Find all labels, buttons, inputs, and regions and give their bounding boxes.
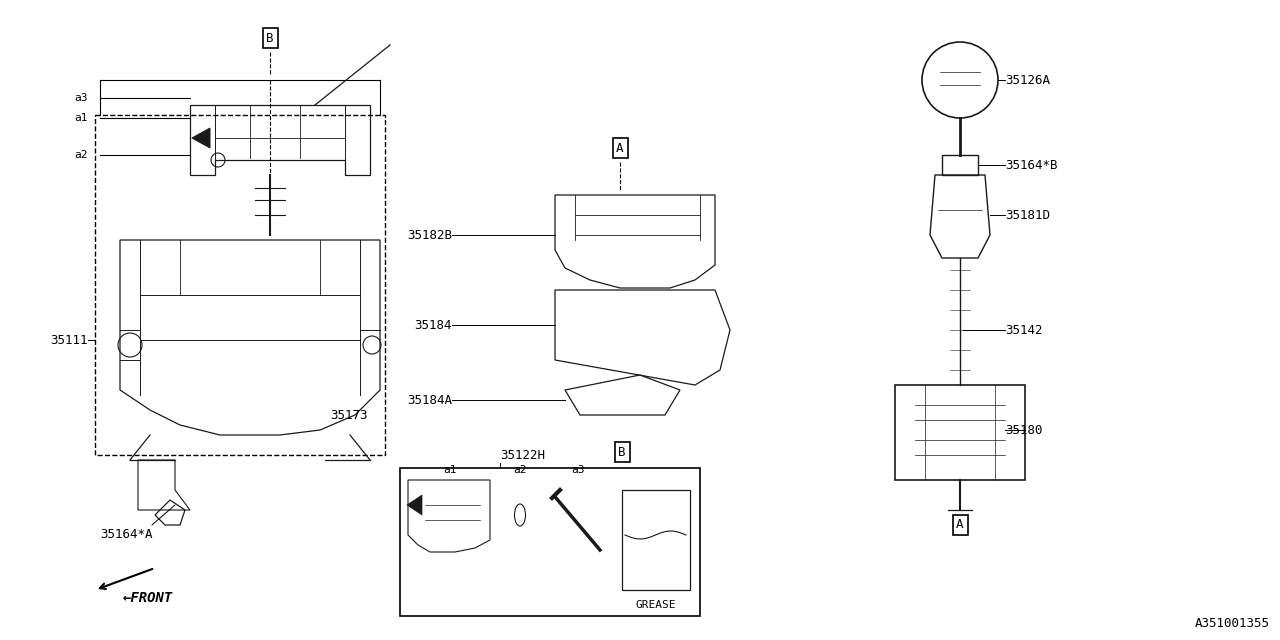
Text: B: B (618, 445, 626, 458)
Bar (401, 468, 700, 616)
Text: 35184: 35184 (415, 319, 452, 332)
Text: a2: a2 (513, 465, 527, 475)
Text: 35142: 35142 (1005, 323, 1042, 337)
Polygon shape (407, 495, 422, 515)
Text: GREASE: GREASE (636, 600, 676, 610)
Polygon shape (192, 128, 210, 148)
Text: 35181D: 35181D (1005, 209, 1050, 221)
Text: 35182B: 35182B (407, 228, 452, 241)
Text: a1: a1 (74, 113, 88, 123)
Bar (895, 385, 1025, 480)
Text: 35184A: 35184A (407, 394, 452, 406)
Text: 35173: 35173 (330, 408, 367, 422)
Text: 35126A: 35126A (1005, 74, 1050, 86)
Text: 35111: 35111 (50, 333, 88, 346)
Text: 35122H: 35122H (500, 449, 545, 461)
Text: 35164*B: 35164*B (1005, 159, 1057, 172)
Text: a2: a2 (74, 150, 88, 160)
Text: A: A (616, 141, 623, 154)
Bar (622, 490, 690, 590)
Bar (95, 115, 385, 455)
Text: B: B (266, 31, 274, 45)
Text: A: A (956, 518, 964, 531)
Text: 35164*A: 35164*A (100, 529, 152, 541)
Text: a3: a3 (74, 93, 88, 103)
Text: 35180: 35180 (1005, 424, 1042, 436)
Text: a3: a3 (571, 465, 585, 475)
Text: a1: a1 (443, 465, 457, 475)
Text: A351001355: A351001355 (1196, 617, 1270, 630)
Text: ←FRONT: ←FRONT (123, 591, 173, 605)
